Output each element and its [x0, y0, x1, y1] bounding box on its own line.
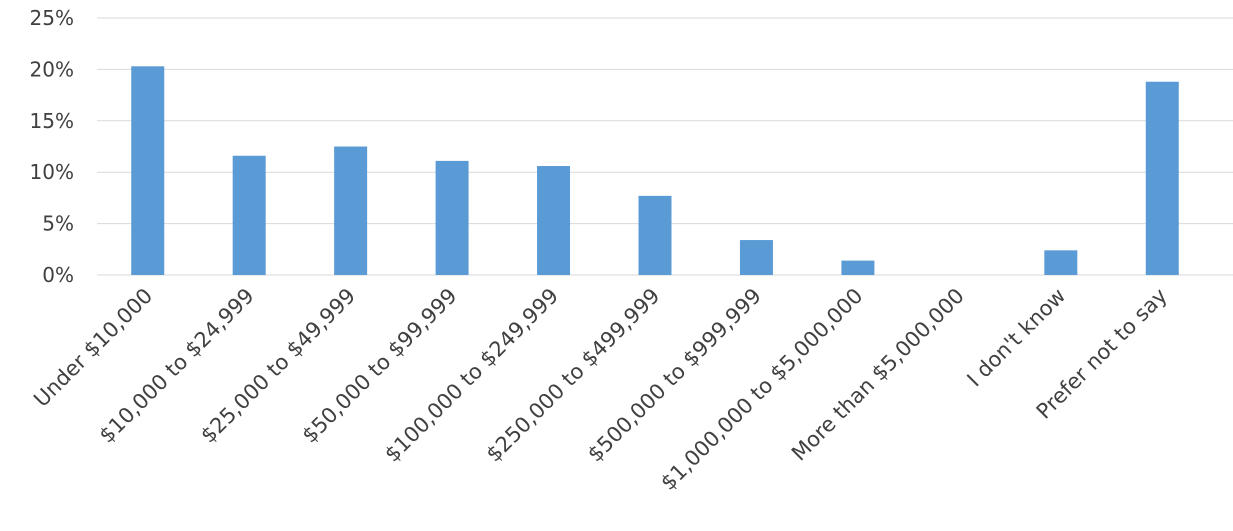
- bar: [334, 146, 368, 275]
- bars: [131, 66, 1179, 276]
- x-category-label: I don't know: [962, 284, 1070, 392]
- y-tick-label: 10%: [30, 160, 74, 184]
- x-category-label: $500,000 to $999,999: [583, 284, 766, 467]
- y-tick-label: 25%: [30, 6, 74, 30]
- bar: [1044, 250, 1078, 275]
- gridlines: [97, 17, 1233, 276]
- x-axis-category-labels: Under $10,000$10,000 to $24,999$25,000 t…: [29, 284, 1172, 495]
- y-tick-label: 20%: [30, 57, 74, 81]
- bar: [232, 155, 266, 275]
- y-tick-label: 5%: [42, 212, 74, 236]
- bar: [841, 260, 875, 275]
- bar: [537, 166, 571, 275]
- y-axis-tick-labels: 0% 5% 10% 15% 20% 25%: [30, 6, 74, 287]
- x-category-label: $250,000 to $499,999: [482, 284, 665, 467]
- y-tick-label: 15%: [30, 109, 74, 133]
- bar: [131, 66, 165, 275]
- bar: [1145, 81, 1179, 276]
- x-category-label: $100,000 to $249,999: [380, 284, 563, 467]
- y-tick-label: 0%: [42, 263, 74, 287]
- bar: [739, 240, 773, 275]
- bar: [638, 195, 672, 275]
- x-category-label: More than $5,000,000: [787, 284, 969, 466]
- x-category-label: $1,000,000 to $5,000,000: [656, 284, 867, 495]
- bar: [435, 160, 469, 275]
